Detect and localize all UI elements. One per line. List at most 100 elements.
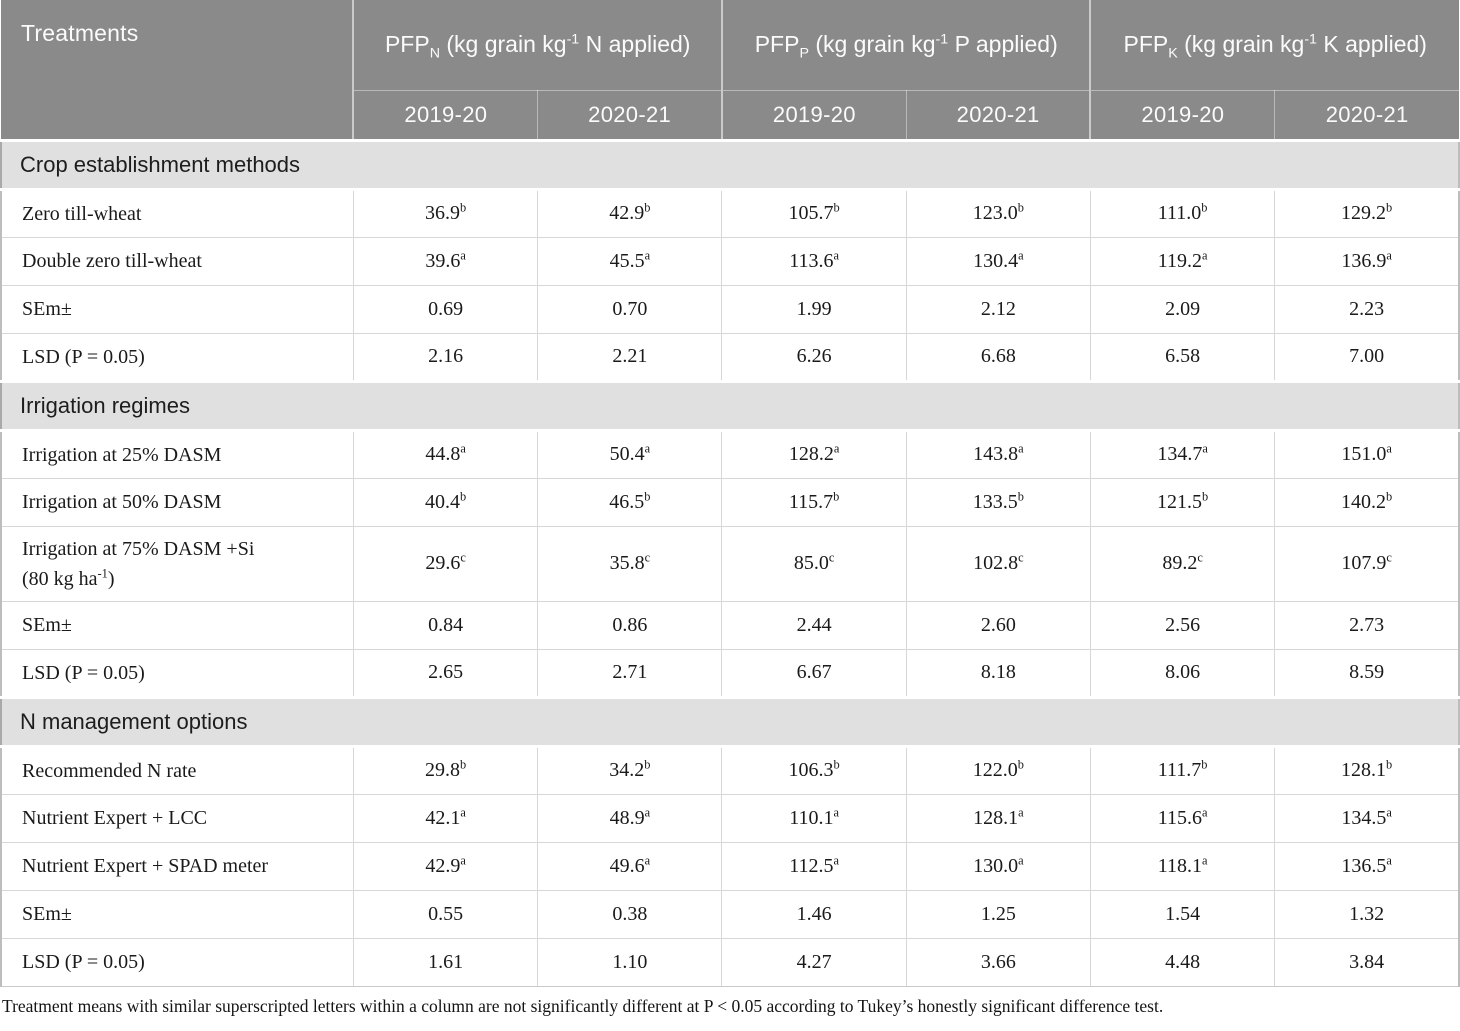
significance-letter: a — [1201, 247, 1208, 262]
significance-letter: a — [644, 247, 651, 262]
row-label: SEm± — [0, 600, 354, 650]
pfp-table: Treatments PFPN (kg grain kg-1 N applied… — [0, 0, 1460, 987]
row-label: SEm± — [0, 889, 354, 939]
value-cell: 29.8b — [352, 745, 539, 795]
value-cell: 1.10 — [537, 937, 723, 987]
section-title: N management options — [0, 695, 1460, 748]
significance-letter: a — [1201, 852, 1208, 867]
nutrient-subscript: P — [799, 45, 809, 62]
value-cell: 1.46 — [721, 889, 907, 939]
table-row: Nutrient Expert + LCC 42.1a 48.9a 110.1a 128… — [0, 793, 1460, 843]
significance-letter: b — [644, 200, 651, 215]
significance-letter: a — [833, 441, 840, 456]
header-year-2020-21: 2020-21 — [905, 90, 1091, 140]
significance-letter: a — [1018, 441, 1024, 456]
value-cell: 0.38 — [537, 889, 723, 939]
significance-letter: b — [1017, 757, 1024, 772]
significance-letter: a — [833, 852, 839, 867]
value-cell: 2.44 — [721, 600, 907, 650]
row-label: Irrigation at 25% DASM — [0, 429, 354, 479]
exponent: -1 — [935, 31, 949, 48]
table-row: Irrigation at 25% DASM 44.8a 50.4a 128.2a 14… — [0, 429, 1460, 479]
significance-letter: b — [833, 200, 840, 215]
header-year-2019-20: 2019-20 — [1089, 90, 1275, 140]
section-title: Irrigation regimes — [0, 379, 1460, 432]
header-year-2019-20: 2019-20 — [352, 90, 538, 140]
value-cell: 46.5b — [537, 477, 723, 527]
value-cell: 121.5b — [1089, 477, 1276, 527]
row-label: Recommended N rate — [0, 745, 354, 795]
significance-letter: a — [833, 247, 839, 262]
header-year-2020-21: 2020-21 — [537, 90, 722, 140]
value-cell: 42.9b — [537, 188, 723, 238]
value-cell: 0.86 — [537, 600, 723, 650]
significance-letter: a — [644, 852, 651, 867]
value-cell: 102.8c — [905, 525, 1091, 602]
value-cell: 107.9c — [1274, 525, 1460, 602]
table-row: Zero till-wheat 36.9b 42.9b 105.7b 123.0b 111… — [0, 188, 1460, 238]
value-cell: 3.66 — [905, 937, 1091, 987]
value-cell: 8.06 — [1089, 648, 1276, 698]
section-row: Crop establishment methods — [0, 138, 1460, 191]
value-cell: 113.6a — [721, 236, 907, 286]
significance-letter: b — [644, 488, 651, 503]
value-cell: 111.0b — [1089, 188, 1276, 238]
value-cell: 133.5b — [905, 477, 1091, 527]
value-cell: 140.2b — [1274, 477, 1460, 527]
value-cell: 115.6a — [1089, 793, 1276, 843]
row-label: Nutrient Expert + LCC — [0, 793, 354, 843]
significance-letter: a — [1018, 852, 1024, 867]
row-label: Nutrient Expert + SPAD meter — [0, 841, 354, 891]
header-year-2020-21: 2020-21 — [1274, 90, 1459, 140]
value-cell: 2.71 — [537, 648, 723, 698]
value-cell: 128.2a — [721, 429, 907, 479]
row-label: LSD (P = 0.05) — [0, 937, 354, 987]
header-group-pfp-k: PFPK (kg grain kg-1 K applied) — [1089, 0, 1459, 91]
significance-letter: a — [1386, 804, 1392, 819]
table-row: SEm± 0.55 0.38 1.46 1.25 1.54 1.32 — [0, 889, 1460, 939]
header-group-pfp-p: PFPP (kg grain kg-1 P applied) — [720, 0, 1091, 91]
value-cell: 48.9a — [537, 793, 723, 843]
table-row: Recommended N rate 29.8b 34.2b 106.3b 122.0b… — [0, 745, 1460, 795]
value-cell: 111.7b — [1089, 745, 1276, 795]
significance-letter: b — [1201, 200, 1208, 215]
value-cell: 106.3b — [721, 745, 907, 795]
value-cell: 115.7b — [721, 477, 907, 527]
value-cell: 129.2b — [1274, 188, 1460, 238]
header-year-2019-20: 2019-20 — [720, 90, 907, 140]
value-cell: 0.69 — [352, 284, 539, 334]
significance-letter: a — [1386, 441, 1392, 456]
significance-letter: a — [1201, 804, 1208, 819]
table-row: Nutrient Expert + SPAD meter 42.9a 49.6a 11… — [0, 841, 1460, 891]
value-cell: 151.0a — [1274, 429, 1460, 479]
significance-letter: a — [460, 441, 466, 456]
significance-letter: c — [1018, 550, 1024, 565]
row-label: SEm± — [0, 284, 354, 334]
table-row: Double zero till-wheat 39.6a 45.5a 113.6a 13… — [0, 236, 1460, 286]
significance-letter: b — [1201, 488, 1209, 503]
value-cell: 6.67 — [721, 648, 907, 698]
significance-letter: a — [1018, 247, 1024, 262]
value-cell: 4.48 — [1089, 937, 1276, 987]
value-cell: 0.84 — [352, 600, 539, 650]
table-row: LSD (P = 0.05) 2.65 2.71 6.67 8.18 8.06 8.59 — [0, 648, 1460, 698]
table-body: Crop establishment methods Zero till-whea… — [0, 138, 1460, 987]
significance-letter: c — [460, 550, 466, 565]
value-cell: 2.65 — [352, 648, 539, 698]
value-cell: 7.00 — [1274, 332, 1460, 382]
row-label: Irrigation at 75% DASM +Si (80 kg ha-1) — [0, 525, 354, 602]
value-cell: 2.12 — [905, 284, 1091, 334]
significance-letter: a — [1386, 852, 1392, 867]
value-cell: 85.0c — [721, 525, 907, 602]
value-cell: 128.1b — [1274, 745, 1460, 795]
significance-letter: b — [833, 488, 840, 503]
significance-letter: b — [1017, 488, 1024, 503]
significance-letter: a — [460, 247, 466, 262]
value-cell: 1.25 — [905, 889, 1091, 939]
value-cell: 4.27 — [721, 937, 907, 987]
value-cell: 6.26 — [721, 332, 907, 382]
value-cell: 2.60 — [905, 600, 1091, 650]
significance-letter: b — [644, 757, 651, 772]
value-cell: 2.23 — [1274, 284, 1460, 334]
value-cell: 122.0b — [905, 745, 1091, 795]
